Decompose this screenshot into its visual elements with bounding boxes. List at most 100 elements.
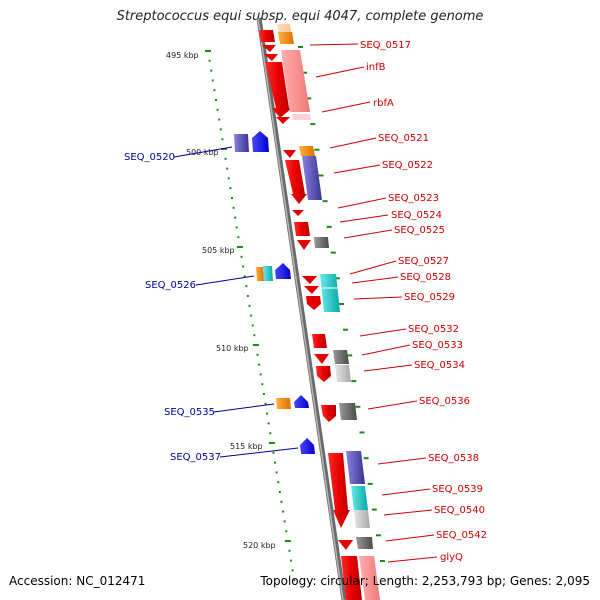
outer-tick xyxy=(330,251,336,254)
minor-tick xyxy=(243,275,246,278)
minor-tick xyxy=(248,304,251,307)
right-gene-labels: SEQ_0517 infB rbfA SEQ_0521 SEQ_0522 SEQ… xyxy=(360,40,487,563)
label-SEQ_0525: SEQ_0525 xyxy=(394,225,445,236)
gene-pink-infB xyxy=(281,50,310,112)
label-SEQ_0533: SEQ_0533 xyxy=(412,340,463,351)
gene-SEQ_0534 xyxy=(316,366,331,382)
scale-labels: 495 kbp 500 kbp 505 kbp 510 kbp 515 kbp … xyxy=(166,51,276,550)
minor-tick xyxy=(224,157,227,160)
outer-tick xyxy=(367,482,373,485)
gene-SEQ_0529-cyan xyxy=(320,274,340,312)
genome-summary: Topology: circular; Length: 2,253,793 bp… xyxy=(260,574,590,588)
minor-tick xyxy=(250,314,253,317)
gene-SEQ_0535 xyxy=(294,395,309,408)
forward-strand-genes xyxy=(259,24,380,600)
scale-label-510: 510 kbp xyxy=(216,344,249,353)
major-tick xyxy=(236,246,243,248)
minor-tick xyxy=(272,451,275,454)
gene-SEQ_0524 xyxy=(294,222,310,236)
label-rbfA: rbfA xyxy=(373,98,394,109)
minor-tick xyxy=(216,108,219,111)
outer-tick xyxy=(302,71,308,74)
outer-tick xyxy=(318,174,324,177)
gene-glyQ-pink xyxy=(359,556,380,600)
minor-tick xyxy=(259,373,262,376)
minor-tick xyxy=(256,353,259,356)
gene-SEQ_0542-gray xyxy=(356,537,373,549)
minor-tick xyxy=(226,167,229,170)
gene-SEQ_0535-orange xyxy=(276,398,291,409)
minor-tick xyxy=(245,285,248,288)
label-SEQ_0523: SEQ_0523 xyxy=(388,193,439,204)
scale-ticks xyxy=(205,50,296,582)
gene-SEQ_0533 xyxy=(314,354,329,364)
accession-info: Accession: NC_012471 xyxy=(9,574,146,588)
minor-tick xyxy=(230,197,233,199)
outer-tick xyxy=(359,431,365,434)
minor-tick xyxy=(285,530,288,533)
label-SEQ_0522: SEQ_0522 xyxy=(382,160,433,171)
gene-SEQ_0528 xyxy=(304,286,319,294)
label-SEQ_0535: SEQ_0535 xyxy=(164,407,215,418)
minor-tick xyxy=(267,422,270,425)
gene-pink-rbfA xyxy=(292,114,311,120)
gene-SEQ_0532 xyxy=(312,334,327,348)
outer-tick xyxy=(339,303,344,305)
gene-SEQ_0527 xyxy=(302,276,317,284)
gene-SEQ_0521-orange xyxy=(299,146,315,156)
gene-arrow-small-1 xyxy=(262,45,276,52)
outer-tick xyxy=(371,508,377,511)
minor-tick xyxy=(261,383,264,386)
outer-tick xyxy=(363,457,369,460)
label-SEQ_0539: SEQ_0539 xyxy=(432,484,483,495)
minor-tick xyxy=(283,520,286,523)
minor-tick xyxy=(214,99,217,101)
minor-tick xyxy=(277,481,280,484)
major-tick xyxy=(220,148,227,150)
minor-tick xyxy=(218,118,221,121)
outer-tick xyxy=(343,328,349,331)
gene-SEQ_0536 xyxy=(321,405,336,422)
outer-tick xyxy=(314,148,320,151)
gene-SEQ_0539-cyan xyxy=(351,486,368,510)
right-label-leaders xyxy=(309,43,438,563)
major-tick xyxy=(268,442,275,444)
gene-SEQ_0525-gray xyxy=(314,237,329,248)
label-SEQ_0540: SEQ_0540 xyxy=(434,505,485,516)
minor-tick xyxy=(232,206,235,209)
major-tick xyxy=(284,540,291,542)
gene-SEQ_0542 xyxy=(338,540,353,550)
minor-tick xyxy=(246,295,249,297)
outer-tick xyxy=(322,200,328,203)
major-tick xyxy=(205,50,211,52)
genome-backbone xyxy=(256,17,347,600)
minor-tick xyxy=(293,579,296,582)
outer-tick xyxy=(326,225,332,228)
gene-infB xyxy=(265,62,292,118)
gene-SEQ_0534-lightgray xyxy=(335,365,351,382)
outer-tick xyxy=(351,380,357,383)
gene-rbfA xyxy=(276,117,290,124)
minor-tick xyxy=(288,549,291,552)
minor-tick xyxy=(280,500,283,503)
gene-SEQ_0521 xyxy=(283,150,296,158)
gene-SEQ_0533-gray xyxy=(333,350,349,364)
minor-tick xyxy=(291,569,294,572)
minor-tick xyxy=(242,265,245,268)
label-SEQ_0534: SEQ_0534 xyxy=(414,360,465,371)
minor-tick xyxy=(275,471,278,474)
gene-SEQ_0522-purple xyxy=(302,156,322,200)
label-SEQ_0527: SEQ_0527 xyxy=(398,256,449,267)
minor-tick xyxy=(282,510,285,513)
outer-tick xyxy=(380,560,385,562)
outer-tick xyxy=(334,277,340,280)
minor-tick xyxy=(213,89,216,92)
label-SEQ_0536: SEQ_0536 xyxy=(419,396,470,407)
scale-label-515: 515 kbp xyxy=(230,442,263,451)
reverse-strand-genes xyxy=(234,131,315,454)
label-infB: infB xyxy=(366,62,386,73)
label-SEQ_0520: SEQ_0520 xyxy=(124,152,175,163)
gene-SEQ_0522 xyxy=(285,160,307,204)
scale-label-520: 520 kbp xyxy=(243,541,276,550)
